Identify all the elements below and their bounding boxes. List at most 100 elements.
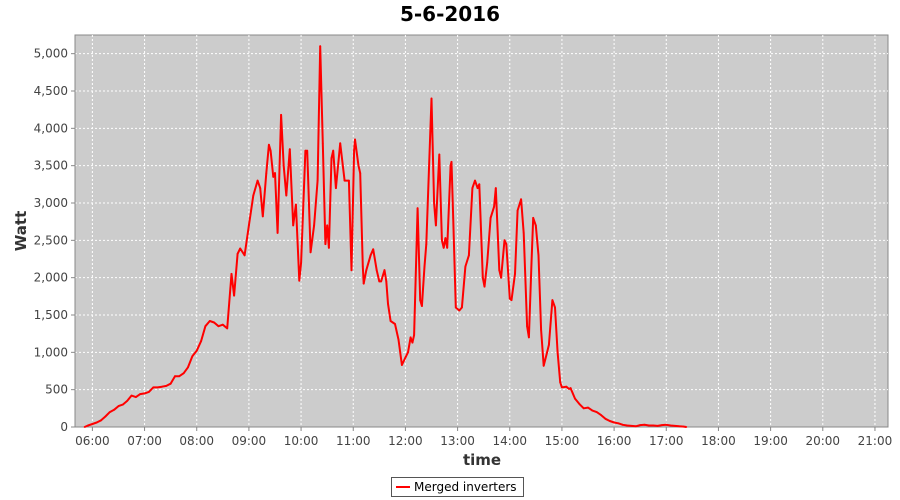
data-point <box>182 372 185 375</box>
data-point <box>458 309 461 312</box>
data-point <box>498 269 501 272</box>
data-point <box>233 294 236 297</box>
data-point <box>442 246 445 249</box>
data-point <box>280 114 282 116</box>
data-point <box>421 305 423 307</box>
data-point <box>600 414 602 416</box>
data-point <box>481 276 484 279</box>
data-point <box>685 426 688 428</box>
data-point <box>130 394 133 397</box>
data-point <box>359 172 362 175</box>
data-point <box>187 366 189 369</box>
data-point <box>113 408 115 411</box>
data-point <box>471 187 474 190</box>
data-point <box>350 269 353 272</box>
y-tick-label: 5,000 <box>34 47 68 61</box>
data-point <box>288 148 291 151</box>
data-point <box>500 276 502 279</box>
data-point <box>148 391 150 393</box>
x-tick-label: 19:00 <box>753 434 788 448</box>
data-point <box>282 164 285 167</box>
data-point <box>409 336 412 339</box>
data-point <box>83 426 86 428</box>
data-point <box>441 239 443 242</box>
gridlines <box>75 35 888 427</box>
data-point <box>357 164 360 167</box>
series-group <box>83 45 688 428</box>
data-point <box>483 285 486 288</box>
data-point <box>156 386 159 389</box>
data-point <box>621 423 624 426</box>
data-point <box>321 142 324 145</box>
data-point <box>300 261 302 264</box>
data-point <box>435 224 437 227</box>
data-point <box>493 205 495 208</box>
data-point <box>454 306 457 309</box>
data-point <box>265 172 268 175</box>
data-point <box>634 425 637 428</box>
data-point <box>574 397 576 400</box>
data-point <box>446 246 449 249</box>
data-point <box>639 424 642 426</box>
data-point <box>411 341 414 344</box>
data-point <box>161 385 163 388</box>
data-point <box>444 237 447 240</box>
data-point <box>108 411 111 413</box>
data-point <box>423 265 426 268</box>
data-point <box>316 179 319 182</box>
data-point <box>274 172 276 175</box>
data-point <box>226 327 229 330</box>
data-point <box>304 149 307 152</box>
y-tick-label: 3,000 <box>34 196 68 210</box>
x-tick-label: 21:00 <box>858 434 893 448</box>
data-point <box>339 142 342 145</box>
data-point <box>221 323 224 326</box>
data-point <box>548 344 550 346</box>
data-point <box>516 209 519 212</box>
data-point <box>534 224 537 227</box>
data-point <box>261 215 264 218</box>
data-point <box>369 254 372 257</box>
x-tick-label: 10:00 <box>284 434 319 448</box>
x-tick-label: 07:00 <box>127 434 162 448</box>
data-point <box>236 252 239 255</box>
data-point <box>91 423 94 425</box>
data-point <box>413 334 415 337</box>
data-point <box>372 248 375 251</box>
data-point <box>433 202 435 204</box>
data-point <box>343 179 346 182</box>
data-point <box>330 157 333 160</box>
x-tick-label: 16:00 <box>597 434 632 448</box>
data-point <box>514 273 516 275</box>
data-point <box>117 405 120 407</box>
data-point <box>503 239 506 242</box>
data-point <box>476 187 479 190</box>
data-point <box>135 396 137 398</box>
data-point <box>87 424 89 427</box>
data-point <box>385 280 388 283</box>
data-point <box>121 403 124 406</box>
data-point <box>494 187 497 190</box>
data-point <box>520 198 522 201</box>
x-tick-label: 08:00 <box>179 434 214 448</box>
data-point <box>335 187 337 190</box>
data-point <box>174 375 176 378</box>
data-point <box>204 325 207 328</box>
data-point <box>682 425 685 428</box>
data-point <box>394 323 396 325</box>
x-tick-label: 20:00 <box>805 434 840 448</box>
data-point <box>508 297 511 300</box>
data-point <box>217 325 220 328</box>
data-point <box>354 138 356 141</box>
y-tick-label: 1,500 <box>34 308 68 322</box>
data-point <box>630 425 633 427</box>
y-axis-ticks: 0 500 1,000 1,500 2,000 2,500 3,000 3,500 4,000 4… <box>34 47 75 434</box>
data-point <box>551 299 554 301</box>
data-point <box>478 183 481 186</box>
data-point <box>95 421 98 424</box>
data-point <box>419 299 422 301</box>
x-tick-label: 11:00 <box>336 434 371 448</box>
data-point <box>526 325 528 328</box>
data-point <box>595 411 598 413</box>
